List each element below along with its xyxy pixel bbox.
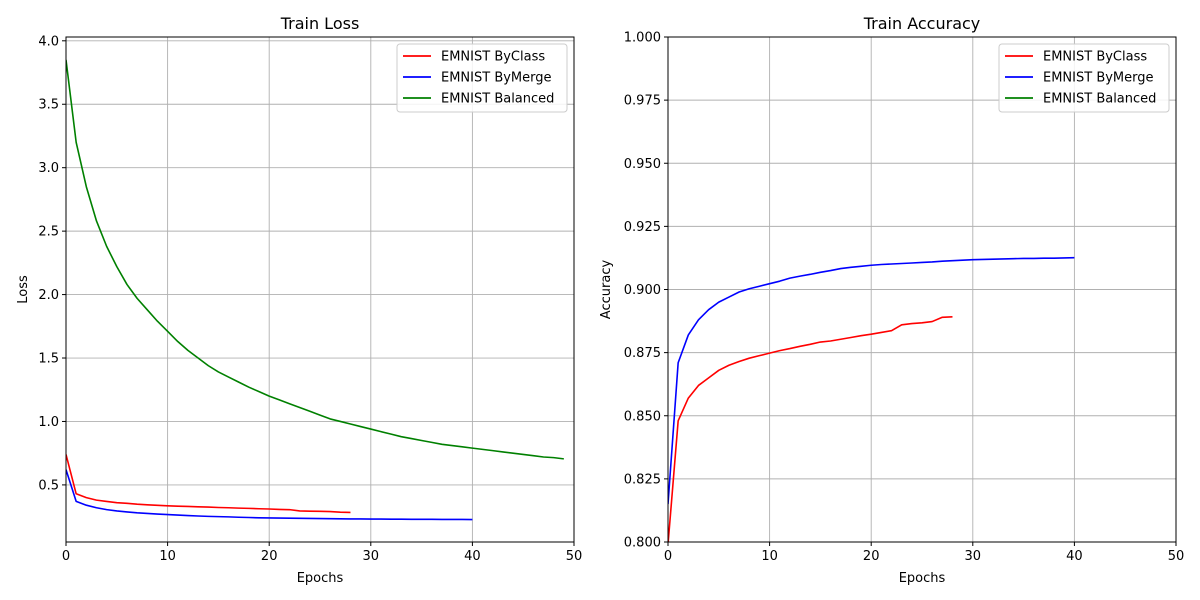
train-accuracy-xtick-label: 10 bbox=[761, 549, 778, 564]
train-accuracy-legend-label: EMNIST Balanced bbox=[1043, 92, 1156, 107]
train-accuracy-series-emnist-bymerge bbox=[668, 256, 1075, 505]
train-accuracy-xtick-label: 20 bbox=[863, 549, 880, 564]
train-accuracy-legend-box bbox=[998, 43, 1170, 113]
train-loss-series-emnist-balanced bbox=[66, 59, 564, 460]
train-loss-ylabel: Loss bbox=[16, 275, 31, 304]
train-loss-ytick-label: 1.0 bbox=[38, 415, 59, 430]
train-loss-title: Train Loss bbox=[280, 14, 360, 33]
train-loss-xtick-label: 0 bbox=[62, 549, 70, 564]
train-accuracy-legend-label: EMNIST ByClass bbox=[1043, 50, 1147, 65]
train-loss-legend: EMNIST ByClass EMNIST ByMerge EMNIST Balan… bbox=[396, 43, 568, 113]
train-accuracy-ytick-label: 0.925 bbox=[624, 220, 661, 235]
train-accuracy-ytick-label: 0.900 bbox=[624, 283, 661, 298]
train-accuracy-ytick-label: 0.800 bbox=[624, 536, 661, 551]
train-loss-xtick-label: 20 bbox=[261, 549, 278, 564]
train-loss-xtick-label: 10 bbox=[159, 549, 176, 564]
train-loss-ytick-label: 2.5 bbox=[38, 225, 59, 240]
train-accuracy-xtick-label: 30 bbox=[965, 549, 982, 564]
train-loss-ytick-label: 3.5 bbox=[38, 98, 59, 113]
train-accuracy-panel: 0 10 20 30 40 50 0.800 0.825 0.850 0.875 0.900 0.92… bbox=[599, 14, 1184, 586]
train-accuracy-ytick-label: 0.950 bbox=[624, 157, 661, 172]
train-accuracy-ytick-label: 0.875 bbox=[624, 346, 661, 361]
train-loss-xtick-label: 50 bbox=[566, 549, 583, 564]
train-loss-series-emnist-bymerge bbox=[66, 469, 473, 521]
train-loss-legend-box bbox=[396, 43, 568, 113]
train-loss-legend-label: EMNIST ByClass bbox=[441, 50, 545, 65]
train-loss-xtick-label: 40 bbox=[464, 549, 481, 564]
train-loss-ytick-label: 2.0 bbox=[38, 288, 59, 303]
train-accuracy-xtick-label: 0 bbox=[664, 549, 672, 564]
train-accuracy-legend-label: EMNIST ByMerge bbox=[1043, 71, 1154, 86]
train-loss-series-emnist-byclass bbox=[66, 454, 351, 514]
train-accuracy-legend: EMNIST ByClass EMNIST ByMerge EMNIST Balan… bbox=[998, 43, 1170, 113]
train-accuracy-xtick-label: 40 bbox=[1066, 549, 1083, 564]
train-loss-ytick-label: 0.5 bbox=[38, 478, 59, 493]
train-loss-xtick-label: 30 bbox=[363, 549, 380, 564]
train-loss-ytick-label: 3.0 bbox=[38, 161, 59, 176]
train-accuracy-ytick-label: 0.825 bbox=[624, 472, 661, 487]
train-accuracy-ytick-label: 0.850 bbox=[624, 409, 661, 424]
train-loss-legend-label: EMNIST ByMerge bbox=[441, 71, 552, 86]
train-accuracy-xlabel: Epochs bbox=[899, 571, 946, 586]
train-accuracy-xtick-label: 50 bbox=[1168, 549, 1185, 564]
train-loss-panel: 0 10 20 30 40 50 0.5 1.0 1.5 2.0 2.5 3.0 3.5 4.0 Train… bbox=[16, 14, 582, 586]
train-loss-xlabel: Epochs bbox=[297, 571, 344, 586]
train-loss-ytick-label: 1.5 bbox=[38, 352, 59, 367]
train-loss-legend-label: EMNIST Balanced bbox=[441, 92, 554, 107]
train-accuracy-ytick-label: 0.975 bbox=[624, 94, 661, 109]
train-loss-ytick-label: 4.0 bbox=[38, 34, 59, 49]
train-loss-axes-frame bbox=[65, 36, 575, 543]
train-accuracy-title: Train Accuracy bbox=[863, 14, 981, 33]
train-accuracy-ytick-label: 1.000 bbox=[624, 31, 661, 46]
train-accuracy-ylabel: Accuracy bbox=[599, 260, 614, 320]
train-accuracy-series-emnist-byclass bbox=[668, 315, 953, 542]
